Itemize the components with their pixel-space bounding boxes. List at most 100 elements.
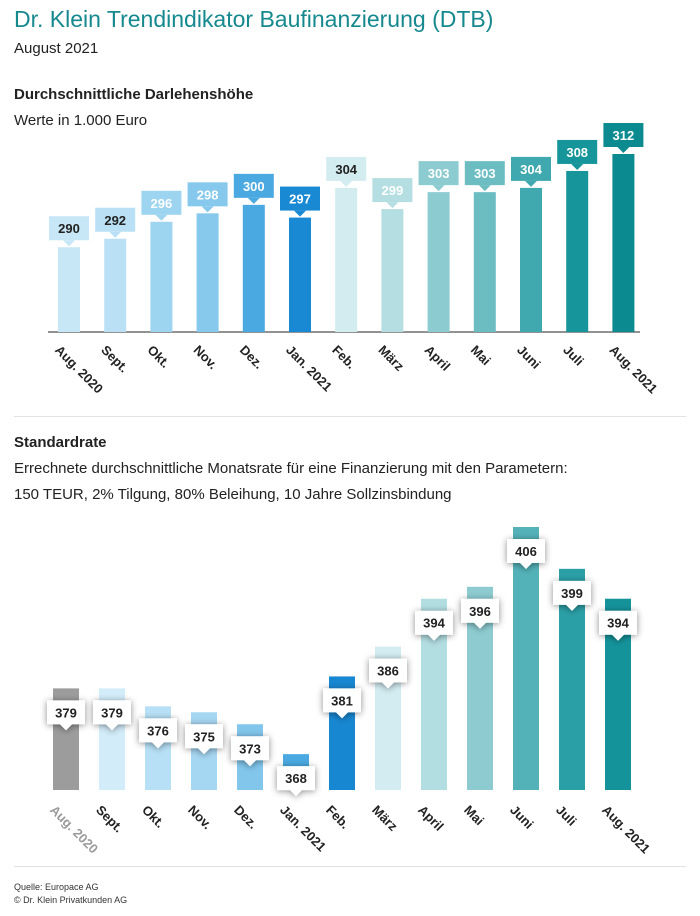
bar-aug-2021: [612, 154, 635, 332]
value-label-box: [323, 688, 361, 719]
value-label-text: 376: [147, 723, 169, 738]
category-label-nov: Nov.: [185, 802, 215, 832]
value-label-aug-2021: 312: [603, 123, 644, 153]
category-label-sept: Sept.: [93, 802, 126, 835]
value-label-text: 368: [285, 771, 307, 786]
value-label-pointer: [63, 240, 75, 247]
value-label-text: 375: [193, 729, 215, 744]
value-label-märz: 299: [372, 178, 413, 209]
value-label-box: [511, 156, 551, 181]
value-label-box: [461, 598, 499, 629]
value-label-text: 379: [101, 705, 123, 720]
category-label-juni: Juni: [507, 802, 537, 832]
value-label-okt: 376: [139, 718, 177, 749]
value-label-märz: 386: [369, 658, 407, 689]
value-label-box: [277, 766, 315, 797]
value-label-mai: 303: [464, 161, 505, 192]
category-label-aug-2021: Aug. 2021: [606, 342, 660, 396]
bar-okt: [150, 221, 173, 332]
category-label-nov: Nov.: [191, 342, 221, 372]
value-label-text: 399: [561, 586, 583, 601]
source-note: Quelle: Europace AG: [14, 882, 99, 892]
value-label-dez: 373: [231, 736, 269, 767]
value-label-text: 297: [289, 192, 311, 207]
category-label-märz: März: [369, 802, 401, 834]
value-label-text: 406: [515, 544, 537, 559]
value-label-box: [369, 658, 407, 689]
bar-juli: [566, 170, 589, 332]
value-label-mai: 396: [461, 598, 499, 629]
chart2-title: Standardrate: [14, 434, 107, 451]
category-label-april: April: [415, 802, 447, 834]
value-label-box: [141, 190, 182, 215]
category-label-mai: Mai: [468, 342, 494, 368]
value-label-text: 312: [613, 128, 635, 143]
value-label-box: [231, 736, 269, 767]
value-label-feb: 381: [323, 688, 361, 719]
value-label-box: [47, 700, 85, 731]
value-label-juni: 304: [511, 156, 551, 187]
value-label-box: [187, 182, 228, 207]
value-label-juni: 406: [507, 539, 545, 569]
value-label-text: 290: [58, 221, 80, 236]
value-label-okt: 296: [141, 190, 182, 221]
value-label-pointer: [294, 210, 306, 217]
value-label-box: [139, 718, 177, 749]
value-label-box: [599, 610, 637, 641]
standard-rate-chart: 379 Aug. 2020 379 Sept. 376 Okt. 375 Nov. 373 Dez…: [47, 527, 653, 856]
value-label-text: 303: [428, 166, 450, 181]
bar-mai: [473, 192, 496, 332]
value-label-text: 379: [55, 705, 77, 720]
value-label-box: [372, 178, 413, 203]
value-label-box: [326, 156, 367, 181]
value-label-text: 298: [197, 187, 219, 202]
bar-april: [427, 192, 450, 332]
category-label-aug-2021: Aug. 2021: [599, 802, 653, 856]
chart2-subtitle-line1: Errechnete durchschnittliche Monatsrate …: [14, 460, 568, 477]
value-label-text: 296: [151, 196, 173, 211]
value-label-text: 381: [331, 693, 353, 708]
value-label-box: [280, 186, 320, 211]
category-label-sept: Sept.: [98, 342, 131, 375]
value-label-box: [49, 216, 89, 241]
value-label-text: 394: [423, 616, 445, 631]
value-label-pointer: [525, 180, 537, 187]
value-label-juli: 399: [553, 580, 591, 611]
value-label-dez: 300: [233, 173, 274, 204]
value-label-april: 394: [415, 610, 453, 641]
value-label-box: [553, 580, 591, 611]
category-label-feb: Feb.: [329, 342, 359, 372]
value-label-text: 394: [607, 616, 629, 631]
category-label-mai: Mai: [461, 802, 487, 828]
value-label-text: 304: [335, 162, 357, 177]
bar-aug-2020: [58, 247, 80, 332]
loan-amount-chart: 290 Aug. 2020 292 Sept. 296 Okt. 298 Nov. 300 Dez…: [48, 123, 661, 396]
bar-juni: [520, 187, 542, 332]
value-label-box: [93, 700, 131, 731]
value-label-juli: 308: [557, 139, 598, 170]
value-label-text: 373: [239, 741, 261, 756]
value-label-box: [233, 173, 274, 198]
bar-nov: [196, 213, 219, 332]
value-label-text: 308: [566, 145, 588, 160]
value-label-nov: 375: [185, 724, 223, 755]
value-label-aug-2021: 394: [599, 610, 637, 641]
value-label-text: 396: [469, 604, 491, 619]
bar-sept: [104, 238, 127, 332]
value-label-pointer: [201, 206, 214, 213]
value-label-text: 304: [520, 162, 542, 177]
value-label-pointer: [247, 197, 260, 204]
value-label-text: 299: [382, 183, 404, 198]
bar-märz: [381, 209, 404, 332]
value-label-pointer: [340, 180, 353, 187]
value-label-box: [185, 724, 223, 755]
value-label-box: [418, 161, 459, 186]
page-subtitle: August 2021: [14, 40, 99, 57]
value-label-nov: 298: [187, 182, 228, 213]
value-label-sept: 292: [95, 207, 136, 238]
page-title: Dr. Klein Trendindikator Baufinanzierung…: [14, 6, 494, 32]
value-label-text: 292: [104, 213, 126, 228]
value-label-box: [557, 139, 598, 164]
value-label-pointer: [571, 163, 584, 170]
value-label-aug-2020: 290: [49, 216, 89, 247]
